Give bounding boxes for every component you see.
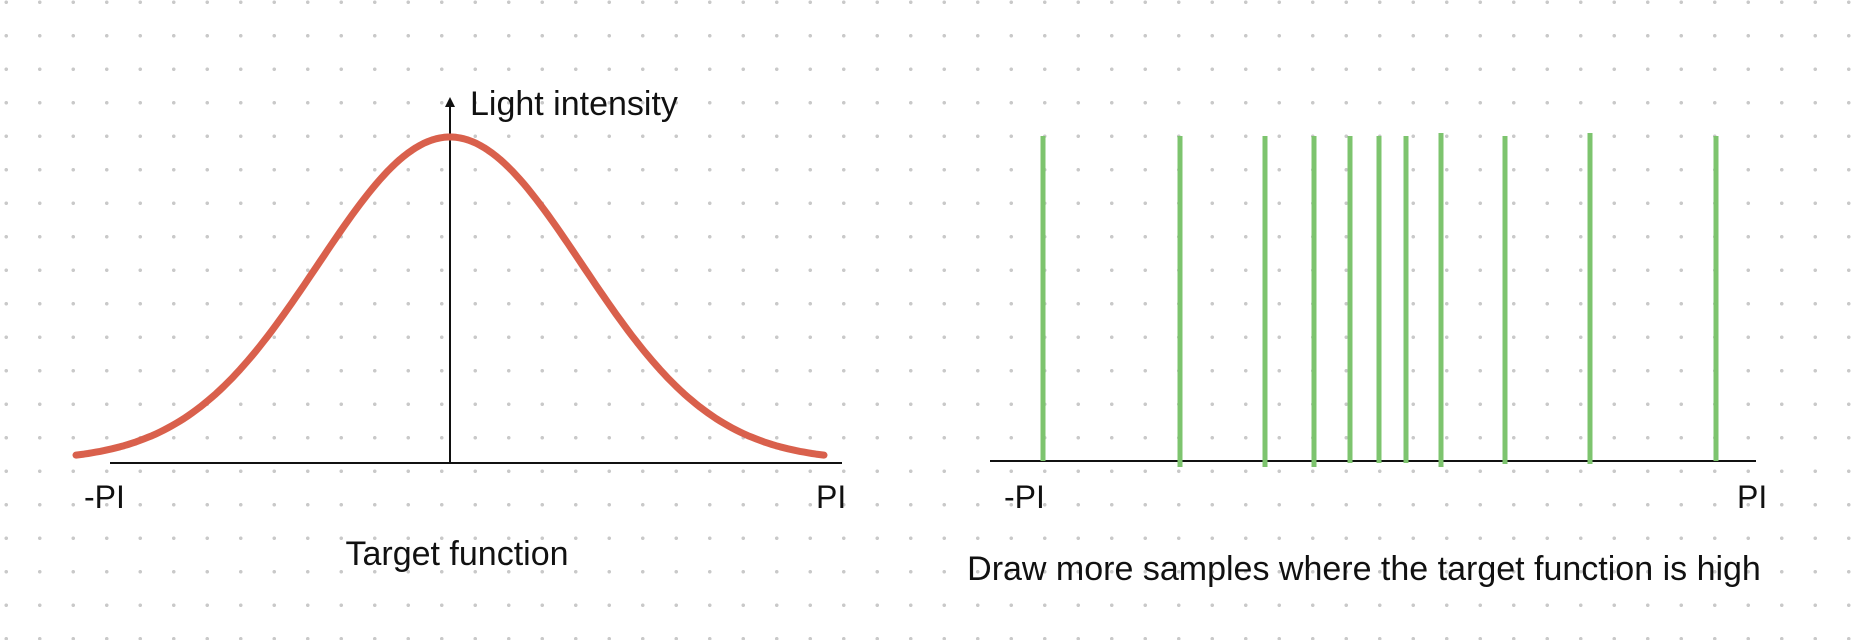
sample-lines [1040, 133, 1719, 467]
y-axis-label: Light intensity [470, 85, 678, 123]
left-x-max-label: PI [816, 479, 846, 515]
right-x-min-label: -PI [1004, 479, 1045, 515]
right-x-max-label: PI [1737, 479, 1767, 515]
samples-plot: -PI PI Draw more samples where the targe… [967, 133, 1767, 588]
target-function-plot: Light intensity -PI PI Target function [72, 85, 846, 573]
left-x-min-label: -PI [84, 479, 125, 515]
target-function-curve [72, 133, 828, 459]
left-caption: Target function [345, 535, 568, 573]
right-caption: Draw more samples where the target funct… [967, 550, 1761, 588]
